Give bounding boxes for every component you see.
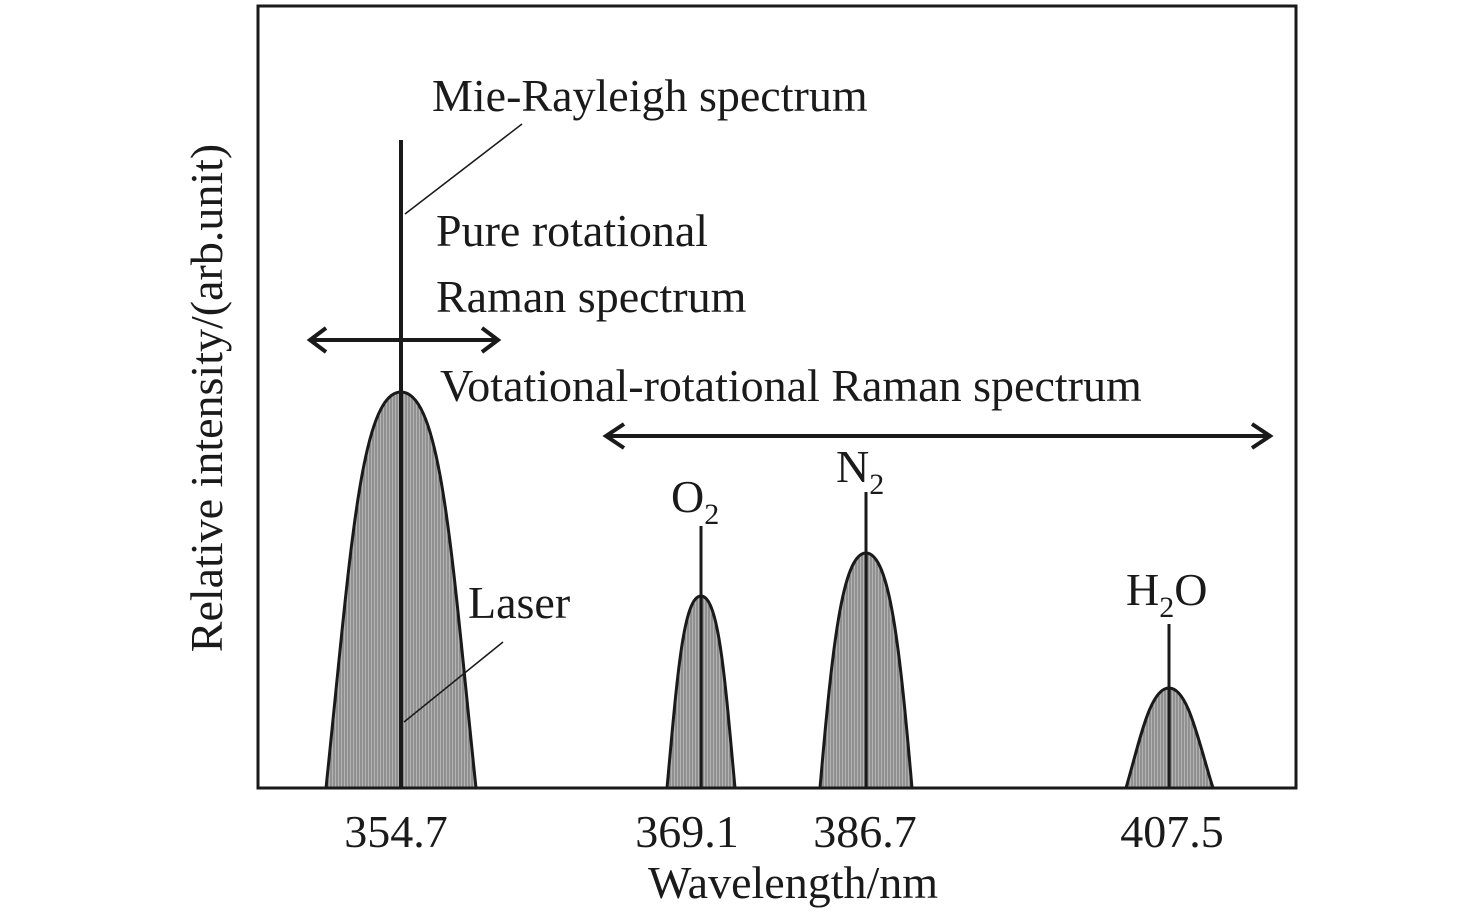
tick-label: 369.1 [635, 806, 739, 857]
mie-rayleigh-leader [404, 123, 523, 215]
tick-label: 407.5 [1120, 806, 1224, 857]
h2o-species-label: H2O [1126, 564, 1207, 624]
o2-species-label: O2 [671, 471, 719, 531]
vibrational-rotational-arrow [602, 422, 1274, 450]
pure-rotational-arrow [306, 326, 502, 354]
y-axis-title: Relative intensity/(arb.unit) [181, 144, 232, 652]
n2-species-label: N2 [836, 441, 884, 501]
laser-leader [403, 641, 504, 723]
pure-rotational-label-line2: Raman spectrum [436, 271, 747, 322]
tick-label: 354.7 [344, 806, 448, 857]
plot-frame [256, 4, 1298, 790]
mie-rayleigh-label: Mie-Rayleigh spectrum [432, 70, 868, 121]
tick-label: 386.7 [813, 806, 917, 857]
laser-label: Laser [468, 577, 570, 628]
vibrational-rotational-label: Votational-rotational Raman spectrum [440, 360, 1142, 411]
pure-rotational-label-line1: Pure rotational [436, 205, 708, 256]
x-axis-title: Wavelength/nm [648, 857, 938, 908]
